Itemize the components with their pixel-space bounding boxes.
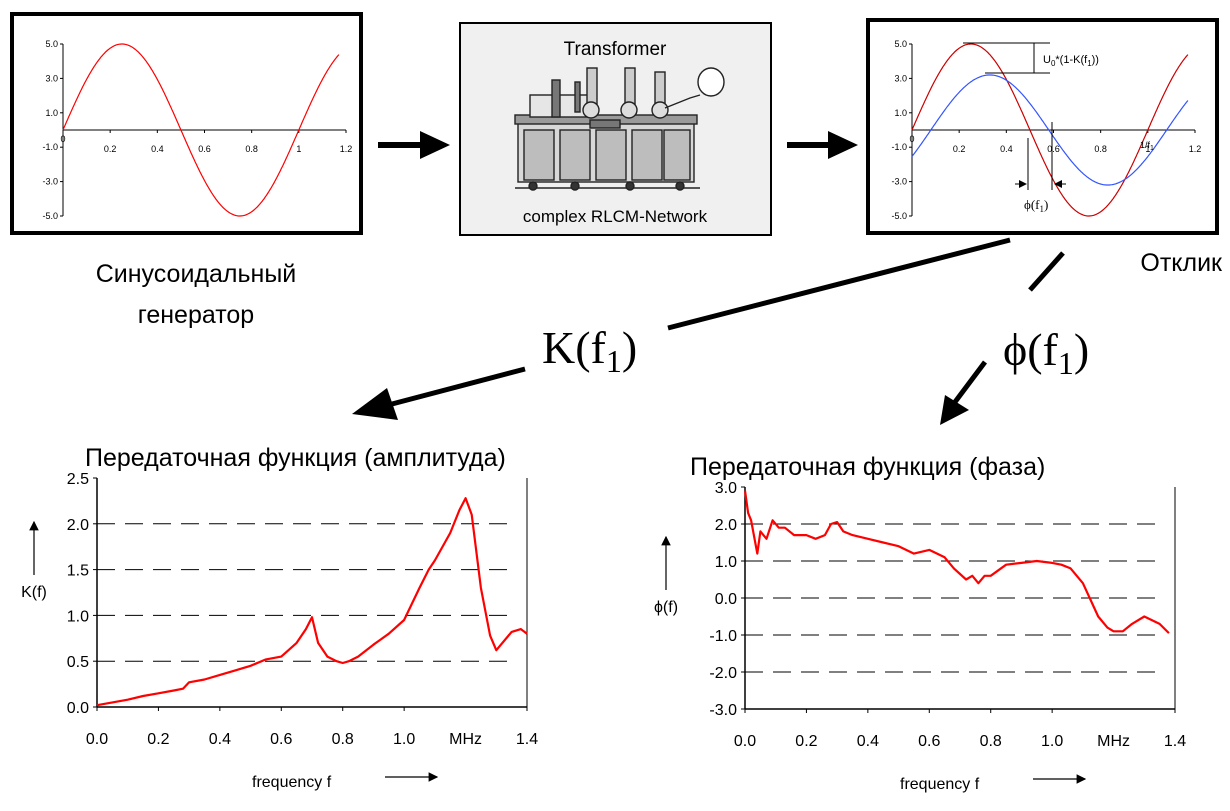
transformer-title: Transformer — [564, 39, 667, 60]
x-tick-label: 0.8 — [245, 144, 258, 154]
y-axis-label: K(f) — [21, 584, 47, 601]
y-tick-label: 3.0 — [45, 73, 58, 83]
y-tick-label: 1.0 — [894, 108, 907, 118]
transformer-panel: Transformer comple — [459, 22, 772, 236]
x-unit-label: MHz — [449, 731, 482, 748]
y-tick-label: 3.0 — [894, 73, 907, 83]
response-caption: Отклик — [1140, 249, 1223, 277]
response-frame — [866, 18, 1219, 235]
y-tick-label: 0.0 — [715, 591, 737, 608]
amplitude-annotation — [963, 42, 1050, 74]
x-tick-label: 1 — [1145, 144, 1150, 154]
transformer-subtitle: complex RLCM-Network — [523, 207, 708, 226]
generator-caption-line1: Синусоидальный — [96, 260, 297, 288]
x-tick-label: 0.8 — [1094, 144, 1107, 154]
transformer-illustration-icon — [514, 67, 725, 191]
x-axis-label: frequency f — [900, 776, 980, 793]
y-tick-label: -1.0 — [709, 628, 737, 645]
y-tick-label: 3.0 — [715, 480, 737, 497]
x-tick-label: 1 — [296, 144, 301, 154]
y-tick-label: 1.0 — [45, 108, 58, 118]
x-tick-label: 1.4 — [516, 731, 538, 748]
x-tick-label: 0.2 — [795, 733, 817, 750]
y-tick-label: 5.0 — [45, 39, 58, 49]
amplitude-chart: Передаточная функция (амплитуда) 0.0 0.5 1.… — [21, 444, 538, 791]
x-tick-label: 0.0 — [86, 731, 108, 748]
phase-annotation-label: ϕ(f1) — [1024, 197, 1048, 214]
x-tick-label: 1.2 — [340, 144, 353, 154]
x-axis-label: frequency f — [252, 774, 332, 791]
series-input — [62, 43, 340, 217]
y-tick-label: -5.0 — [42, 211, 58, 221]
k-label: K(f1) — [542, 322, 637, 379]
generator-plot: 5.0 3.0 1.0 -1.0 -3.0 -5.0 0 0.2 0.4 0.6 0.8 1 1.2 — [42, 39, 352, 221]
y-tick-label: -5.0 — [891, 211, 907, 221]
y-tick-label: 2.5 — [67, 471, 89, 488]
x-tick-label: 1.4 — [1164, 733, 1186, 750]
response-plot: 5.0 3.0 1.0 -1.0 -3.0 -5.0 0 0.2 0.4 0.6 0.8 1 1.2 — [891, 39, 1201, 221]
generator-caption-line2: генератор — [138, 301, 254, 329]
x-tick-label: 0.6 — [198, 144, 211, 154]
generator-panel: 5.0 3.0 1.0 -1.0 -3.0 -5.0 0 0.2 0.4 0.6 0.8 1 1.2 — [10, 12, 363, 235]
x-tick-label: 1.0 — [1041, 733, 1063, 750]
x-tick-label: 0.2 — [104, 144, 117, 154]
x-tick-label: 0.8 — [332, 731, 354, 748]
generator-frame — [10, 12, 363, 235]
arrow-to-transformer — [378, 131, 450, 159]
y-tick-label: 0.0 — [67, 700, 89, 717]
y-tick-label: -2.0 — [709, 665, 737, 682]
x-tick-label: 0 — [909, 134, 914, 144]
amplitude-annotation-label: U0*(1-K(f1)) — [1043, 54, 1099, 68]
x-tick-label: 0.6 — [270, 731, 292, 748]
x-tick-label: 0.0 — [734, 733, 756, 750]
x-tick-label: 0.4 — [1000, 144, 1013, 154]
y-tick-label: 1.0 — [67, 608, 89, 625]
x-unit-label: MHz — [1097, 733, 1130, 750]
series-input — [911, 43, 1189, 217]
y-tick-label: 0.5 — [67, 654, 89, 671]
y-tick-label: -1.0 — [42, 142, 58, 152]
response-panel: 5.0 3.0 1.0 -1.0 -3.0 -5.0 0 0.2 0.4 0.6 0.8 1 1.2 U… — [866, 18, 1219, 235]
y-tick-label: -3.0 — [709, 702, 737, 719]
x-tick-label: 0.4 — [857, 733, 879, 750]
x-tick-label: 1.2 — [1189, 144, 1202, 154]
x-tick-label: 0.2 — [953, 144, 966, 154]
phase-chart: Передаточная функция (фаза)3.0 2.0 1.0 0.0 -… — [654, 453, 1186, 793]
phi-label: ϕ(f1) — [1003, 324, 1089, 381]
y-tick-label: -3.0 — [42, 177, 58, 187]
phase-annotation — [1015, 122, 1066, 190]
series-line — [743, 490, 1170, 634]
arrow-to-amplitude — [352, 237, 1011, 420]
chart-title: Передаточная функция (амплитуда) — [85, 444, 506, 472]
y-tick-label: -3.0 — [891, 177, 907, 187]
x-tick-label: 0.6 — [1047, 144, 1060, 154]
y-tick-label: 1.0 — [715, 554, 737, 571]
y-tick-label: 2.0 — [715, 517, 737, 534]
x-tick-label: 0.2 — [147, 731, 169, 748]
y-axis-label: ϕ(f) — [654, 599, 678, 616]
series-response — [911, 74, 1189, 186]
x-tick-label: 0.4 — [151, 144, 164, 154]
x-tick-label: 0.6 — [918, 733, 940, 750]
x-tick-label: 0 — [60, 134, 65, 144]
x-tick-label: 0.4 — [209, 731, 231, 748]
x-tick-label: 0.8 — [980, 733, 1002, 750]
y-tick-label: -1.0 — [891, 142, 907, 152]
arrow-to-phase — [940, 251, 1065, 425]
y-tick-label: 1.5 — [67, 563, 89, 580]
x-tick-label: 1.0 — [393, 731, 415, 748]
arrow-to-response — [787, 131, 858, 159]
series-line — [96, 497, 528, 707]
period-annotation-label: 1/f1 — [1140, 140, 1154, 152]
chart-title: Передаточная функция (фаза) — [690, 453, 1045, 481]
y-tick-label: 5.0 — [894, 39, 907, 49]
y-tick-label: 2.0 — [67, 517, 89, 534]
